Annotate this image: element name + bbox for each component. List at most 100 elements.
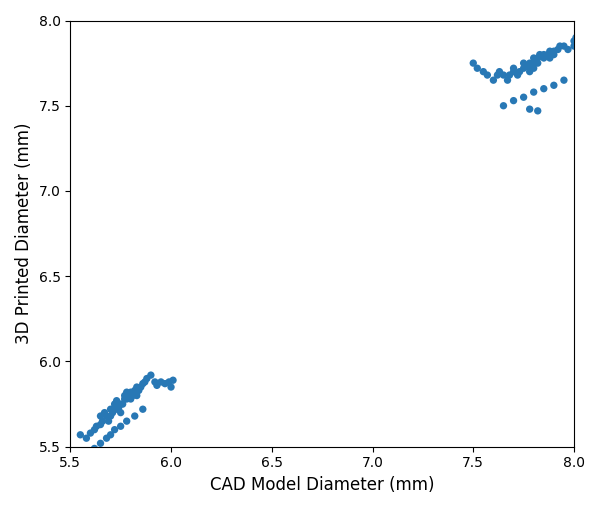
Point	[168, 376, 178, 384]
Point	[156, 378, 166, 386]
Point	[122, 388, 131, 396]
Point	[525, 59, 535, 67]
Point	[82, 434, 91, 442]
Point	[116, 400, 125, 408]
Point	[503, 76, 512, 84]
Point	[102, 412, 112, 420]
Point	[505, 71, 514, 79]
Point	[120, 391, 130, 400]
Point	[559, 42, 569, 50]
Point	[106, 405, 115, 413]
Point	[146, 371, 155, 379]
Point	[479, 68, 488, 76]
Point	[96, 439, 106, 447]
Point	[529, 64, 539, 72]
Point	[98, 417, 107, 425]
Point	[569, 37, 579, 45]
Point	[469, 59, 478, 67]
Point	[571, 34, 581, 42]
Point	[122, 417, 131, 425]
Point	[110, 404, 119, 412]
Point	[130, 386, 140, 394]
Point	[559, 76, 569, 84]
Point	[116, 422, 125, 430]
Point	[124, 391, 134, 400]
Point	[130, 412, 140, 420]
Point	[136, 383, 146, 391]
Point	[128, 391, 137, 400]
Point	[543, 50, 553, 59]
Point	[563, 45, 573, 53]
Point	[523, 63, 532, 71]
Point	[134, 386, 143, 394]
Point	[515, 68, 524, 76]
Point	[104, 417, 113, 425]
Point	[89, 426, 99, 434]
Point	[509, 68, 518, 76]
Point	[164, 378, 174, 386]
Point	[150, 378, 160, 386]
Point	[539, 50, 548, 59]
Point	[108, 409, 118, 417]
Point	[519, 93, 529, 101]
Point	[499, 71, 508, 79]
Point	[142, 375, 152, 383]
Point	[525, 105, 535, 113]
Point	[569, 42, 579, 50]
Point	[549, 50, 559, 59]
Point	[106, 412, 115, 420]
Point	[539, 84, 548, 93]
Point	[519, 59, 529, 67]
Point	[488, 76, 498, 84]
Point	[96, 420, 106, 429]
Point	[499, 102, 508, 110]
Point	[76, 431, 85, 439]
Point	[494, 68, 504, 76]
Point	[86, 429, 95, 437]
Point	[482, 71, 492, 79]
Point	[96, 412, 106, 420]
Point	[519, 64, 529, 72]
Point	[493, 71, 502, 79]
Y-axis label: 3D Printed Diameter (mm): 3D Printed Diameter (mm)	[15, 123, 33, 345]
Point	[533, 107, 542, 115]
Point	[513, 71, 523, 79]
Point	[549, 47, 559, 55]
Point	[92, 422, 101, 430]
Point	[553, 45, 563, 53]
Point	[152, 381, 162, 389]
Point	[132, 391, 142, 400]
Point	[545, 54, 554, 62]
Point	[533, 54, 542, 62]
Point	[110, 426, 119, 434]
Point	[509, 97, 518, 105]
Point	[112, 405, 121, 413]
Point	[100, 409, 109, 417]
Point	[126, 388, 136, 396]
Point	[122, 395, 131, 403]
Point	[160, 380, 170, 388]
Point	[106, 431, 115, 439]
Point	[140, 378, 149, 386]
Point	[509, 64, 518, 72]
Point	[555, 42, 565, 50]
Point	[529, 88, 539, 96]
Point	[545, 47, 554, 55]
X-axis label: CAD Model Diameter (mm): CAD Model Diameter (mm)	[210, 476, 434, 494]
Point	[118, 400, 127, 408]
Point	[126, 395, 136, 403]
Point	[525, 68, 535, 76]
Point	[138, 380, 148, 388]
Point	[472, 64, 482, 72]
Point	[138, 405, 148, 413]
Point	[539, 54, 548, 62]
Point	[110, 400, 119, 408]
Point	[112, 397, 121, 405]
Point	[102, 434, 112, 442]
Point	[549, 81, 559, 90]
Point	[533, 59, 542, 67]
Point	[529, 54, 539, 62]
Point	[89, 444, 99, 453]
Point	[535, 50, 545, 59]
Point	[132, 383, 142, 391]
